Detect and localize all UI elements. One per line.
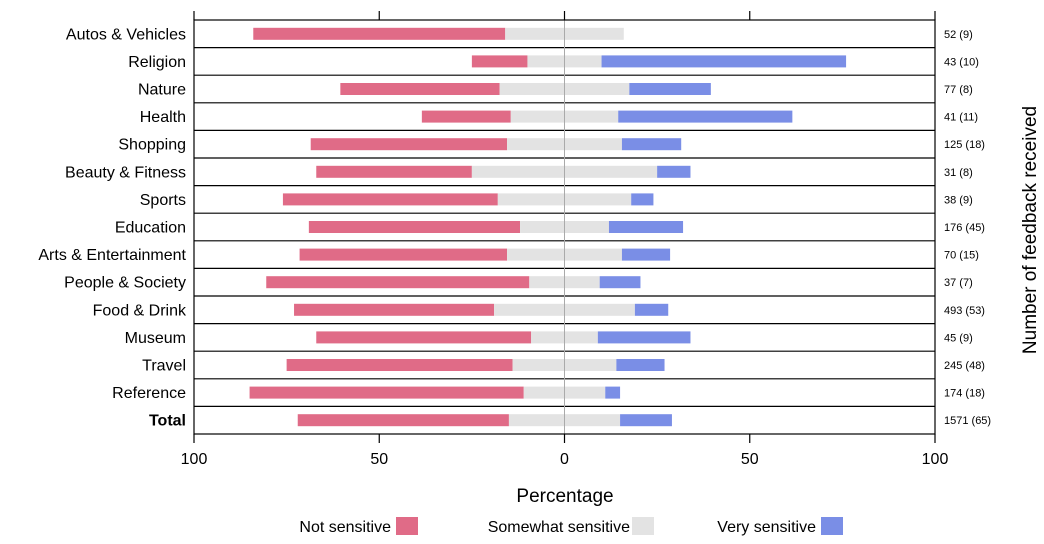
- bar-not-sensitive: [253, 27, 506, 40]
- bar-very-sensitive: [605, 386, 621, 399]
- bar-very-sensitive: [629, 83, 711, 95]
- chart-row: Shopping 125 (18): [118, 137, 985, 154]
- bar-not-sensitive: [282, 193, 498, 206]
- category-label: Sports: [140, 192, 186, 209]
- legend: Not sensitive Somewhat sensitive Very sens…: [299, 517, 843, 536]
- chart-row: Reference 174 (18): [112, 385, 985, 402]
- bar-not-sensitive: [316, 331, 532, 344]
- feedback-count-label: 245 (48): [944, 360, 985, 372]
- category-label: Shopping: [118, 137, 186, 154]
- x-tick-label: 100: [181, 451, 208, 468]
- bar-not-sensitive: [286, 359, 513, 371]
- bar-very-sensitive: [634, 303, 669, 316]
- category-label: Travel: [142, 358, 186, 375]
- chart-row: Sports 38 (9): [140, 192, 973, 209]
- bar-not-sensitive: [421, 110, 511, 123]
- bar-very-sensitive: [631, 193, 654, 206]
- category-label: Arts & Entertainment: [38, 247, 186, 264]
- category-label: Food & Drink: [93, 302, 187, 319]
- feedback-count-label: 37 (7): [944, 277, 973, 289]
- bar-not-sensitive: [299, 248, 508, 261]
- category-label: Education: [115, 220, 186, 237]
- chart-axes: 100 50 0 50 100: [181, 11, 949, 468]
- chart-row: Nature 77 (8): [138, 82, 973, 99]
- chart-row: Beauty & Fitness 31 (8): [65, 164, 973, 181]
- category-label: Museum: [125, 330, 186, 347]
- x-tick-label: 50: [741, 451, 759, 468]
- x-tick-label: 100: [922, 451, 949, 468]
- chart-row: Autos & Vehicles 52 (9): [66, 26, 973, 43]
- bar-very-sensitive: [657, 165, 691, 178]
- feedback-count-label: 52 (9): [944, 29, 973, 41]
- chart-row: Education 176 (45): [115, 220, 985, 237]
- category-label: Health: [140, 109, 186, 126]
- feedback-count-label: 493 (53): [944, 305, 985, 317]
- chart-rows: Autos & Vehicles 52 (9) Religion 43 (10) Nat…: [38, 26, 991, 429]
- legend-swatch: [821, 517, 843, 535]
- chart-row: Travel 245 (48): [142, 358, 985, 375]
- bar-very-sensitive: [597, 331, 691, 344]
- legend-label: Very sensitive: [717, 519, 816, 536]
- bar-very-sensitive: [621, 138, 682, 151]
- legend-label: Somewhat sensitive: [488, 519, 630, 536]
- bar-not-sensitive: [316, 165, 472, 178]
- bar-not-sensitive: [308, 221, 521, 233]
- category-label: Nature: [138, 82, 186, 99]
- chart-row: Health 41 (11): [140, 109, 978, 126]
- legend-swatch: [396, 517, 418, 535]
- bar-very-sensitive: [621, 248, 671, 261]
- bar-very-sensitive: [616, 359, 665, 371]
- feedback-count-label: 125 (18): [944, 139, 985, 151]
- feedback-count-label: 43 (10): [944, 56, 979, 68]
- x-tick-label: 50: [370, 451, 388, 468]
- bar-not-sensitive: [249, 386, 524, 399]
- category-label: Reference: [112, 385, 186, 402]
- bar-not-sensitive: [340, 83, 500, 95]
- bar-very-sensitive: [620, 414, 672, 427]
- feedback-count-label: 176 (45): [944, 222, 985, 234]
- category-label: Beauty & Fitness: [65, 164, 186, 181]
- chart-row: Food & Drink 493 (53): [93, 302, 985, 319]
- feedback-count-label: 45 (9): [944, 332, 973, 344]
- bar-not-sensitive: [297, 414, 509, 427]
- feedback-count-label: 38 (9): [944, 194, 973, 206]
- category-label: Religion: [128, 54, 186, 71]
- chart-row: Total 1571 (65): [149, 413, 991, 430]
- category-label: People & Society: [64, 275, 186, 292]
- feedback-count-label: 41 (11): [944, 112, 978, 124]
- feedback-count-label: 77 (8): [944, 84, 973, 96]
- bar-not-sensitive: [294, 303, 495, 316]
- legend-swatch: [632, 517, 654, 535]
- bar-not-sensitive: [266, 276, 530, 289]
- bar-not-sensitive: [471, 55, 528, 68]
- x-axis-title: Percentage: [516, 486, 613, 507]
- x-tick-label: 0: [560, 451, 569, 468]
- chart-row: People & Society 37 (7): [64, 275, 973, 292]
- feedback-count-label: 70 (15): [944, 250, 979, 262]
- bar-very-sensitive: [601, 55, 847, 68]
- right-axis-title: Number of feedback received: [1020, 106, 1041, 354]
- feedback-count-label: 1571 (65): [944, 415, 991, 427]
- bar-not-sensitive: [310, 138, 508, 151]
- bar-very-sensitive: [608, 221, 684, 233]
- feedback-count-label: 174 (18): [944, 388, 985, 400]
- category-label: Total: [149, 413, 186, 430]
- chart-row: Religion 43 (10): [128, 54, 979, 71]
- chart-row: Arts & Entertainment 70 (15): [38, 247, 978, 264]
- chart-row: Museum 45 (9): [125, 330, 973, 347]
- bar-very-sensitive: [599, 276, 641, 289]
- legend-label: Not sensitive: [299, 519, 391, 536]
- category-label: Autos & Vehicles: [66, 26, 186, 43]
- feedback-count-label: 31 (8): [944, 167, 973, 179]
- bar-very-sensitive: [618, 110, 793, 123]
